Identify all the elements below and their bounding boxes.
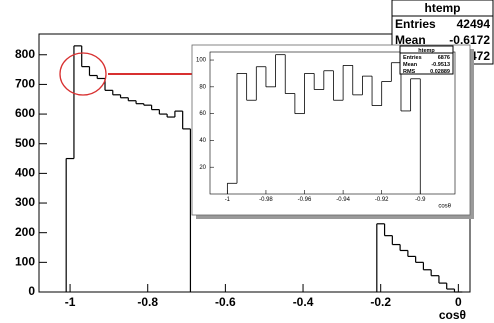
y-tick-label: 700 — [15, 77, 35, 91]
x-tick-label: -0.9 — [415, 197, 426, 203]
y-tick-label: 600 — [15, 106, 35, 120]
x-tick-label: -0.92 — [375, 197, 389, 203]
y-tick-label: 400 — [15, 166, 35, 180]
stats-label: Entries — [395, 17, 436, 31]
x-tick-label: -0.4 — [293, 295, 314, 309]
stats-value: 6876 — [438, 55, 450, 61]
x-tick-label: -0.8 — [137, 295, 158, 309]
stats-box — [399, 45, 454, 75]
y-tick-label: 80 — [199, 84, 206, 90]
y-tick-label: 100 — [15, 255, 35, 269]
stats-label: Mean — [403, 62, 418, 68]
y-tick-label: 100 — [196, 58, 207, 64]
stats-label: Mean — [395, 33, 426, 47]
stats-value: 0.02889 — [430, 69, 450, 75]
x-tick-label: -0.94 — [336, 197, 350, 203]
x-tick-label: 0 — [455, 295, 462, 309]
x-axis-label: cosθ — [438, 204, 451, 210]
x-tick-label: -0.2 — [370, 295, 391, 309]
plot-frame — [209, 51, 456, 195]
x-tick-label: -0.96 — [298, 197, 312, 203]
stats-value: -0.9513 — [431, 62, 450, 68]
y-tick-label: 500 — [15, 136, 35, 150]
y-tick-label: 200 — [15, 225, 35, 239]
y-tick-label: 800 — [15, 47, 35, 61]
x-tick-label: -1 — [225, 197, 231, 203]
y-tick-label: 300 — [15, 195, 35, 209]
stats-label: RMS — [403, 69, 416, 75]
y-tick-label: 40 — [199, 138, 206, 144]
stats-title: htemp — [425, 1, 461, 15]
x-tick-label: -0.98 — [259, 197, 273, 203]
x-tick-label: -0.6 — [215, 295, 236, 309]
x-tick-label: -1 — [65, 295, 76, 309]
y-tick-label: 60 — [199, 111, 206, 117]
stats-title: htemp — [418, 48, 435, 54]
x-axis-label: cosθ — [439, 308, 466, 322]
y-tick-label: 20 — [199, 165, 206, 171]
highlight-circle — [59, 52, 107, 96]
stats-label: Entries — [403, 55, 422, 61]
y-tick-label: 0 — [28, 284, 35, 298]
stats-value: 42494 — [457, 17, 491, 31]
stats-value: -0.6172 — [449, 33, 490, 47]
